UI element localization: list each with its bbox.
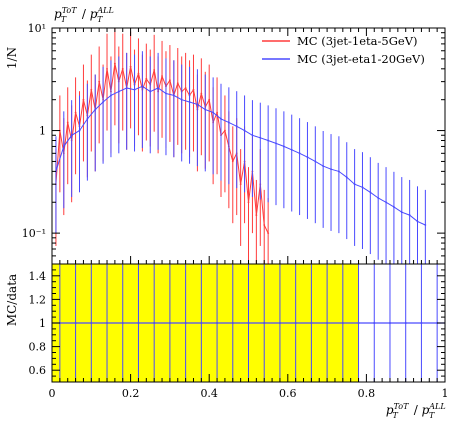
main-series-line bbox=[55, 63, 269, 234]
main-series-2 bbox=[55, 51, 427, 264]
main-y-tick-label: 10⁻¹ bbox=[22, 227, 46, 240]
ratio-series-layer bbox=[52, 264, 445, 382]
legend: MC (3jet-1eta-5GeV) MC (3jet-eta1-20GeV) bbox=[262, 34, 425, 66]
ratio-x-tick-label: 0 bbox=[49, 387, 56, 400]
main-y-tick-label: 10¹ bbox=[28, 22, 46, 35]
main-panel: 10¹ 1 10⁻¹ bbox=[22, 22, 446, 265]
top-axis-annotation: pToT T / pALL T bbox=[54, 6, 113, 24]
ratio-x-tick-label: 0.6 bbox=[279, 387, 297, 400]
ratio-y-axis-title: MC/data bbox=[5, 274, 19, 326]
ratio-y-tick-label: 1 bbox=[39, 317, 46, 330]
ratio-y-tick-label: 1.4 bbox=[29, 270, 47, 283]
legend-label-series-2: MC (3jet-eta1-20GeV) bbox=[297, 52, 425, 66]
main-series-layer bbox=[55, 28, 427, 264]
main-y-ticks: 10¹ 1 10⁻¹ bbox=[22, 22, 445, 257]
ratio-y-tick-label: 1.2 bbox=[29, 293, 47, 306]
ratio-panel: 1.4 1.2 1 0.8 0.6 0 0.2 0.4 0.6 0.8 1 bbox=[29, 263, 449, 400]
ratio-x-ticks: 0 0.2 0.4 0.6 0.8 1 bbox=[49, 374, 449, 400]
main-y-tick-label: 1 bbox=[39, 125, 46, 138]
ratio-y-tick-label: 0.6 bbox=[29, 364, 47, 377]
ratio-x-tick-label: 0.8 bbox=[358, 387, 376, 400]
main-x-ticks bbox=[51, 28, 446, 264]
x-axis-title: pToT T / pALL T bbox=[386, 402, 445, 420]
main-series-line bbox=[55, 85, 426, 226]
ratio-y-tick-label: 0.8 bbox=[29, 341, 47, 354]
ratio-y-ticks: 1.4 1.2 1 0.8 0.6 bbox=[29, 269, 445, 377]
ratio-x-tick-label: 0.4 bbox=[200, 387, 218, 400]
ratio-x-tick-label: 1 bbox=[442, 387, 449, 400]
ratio-x-tick-label: 0.2 bbox=[122, 387, 140, 400]
main-y-axis-title: 1/N bbox=[5, 47, 19, 69]
legend-label-series-1: MC (3jet-1eta-5GeV) bbox=[297, 34, 418, 48]
ratio-series-1 bbox=[52, 264, 445, 382]
